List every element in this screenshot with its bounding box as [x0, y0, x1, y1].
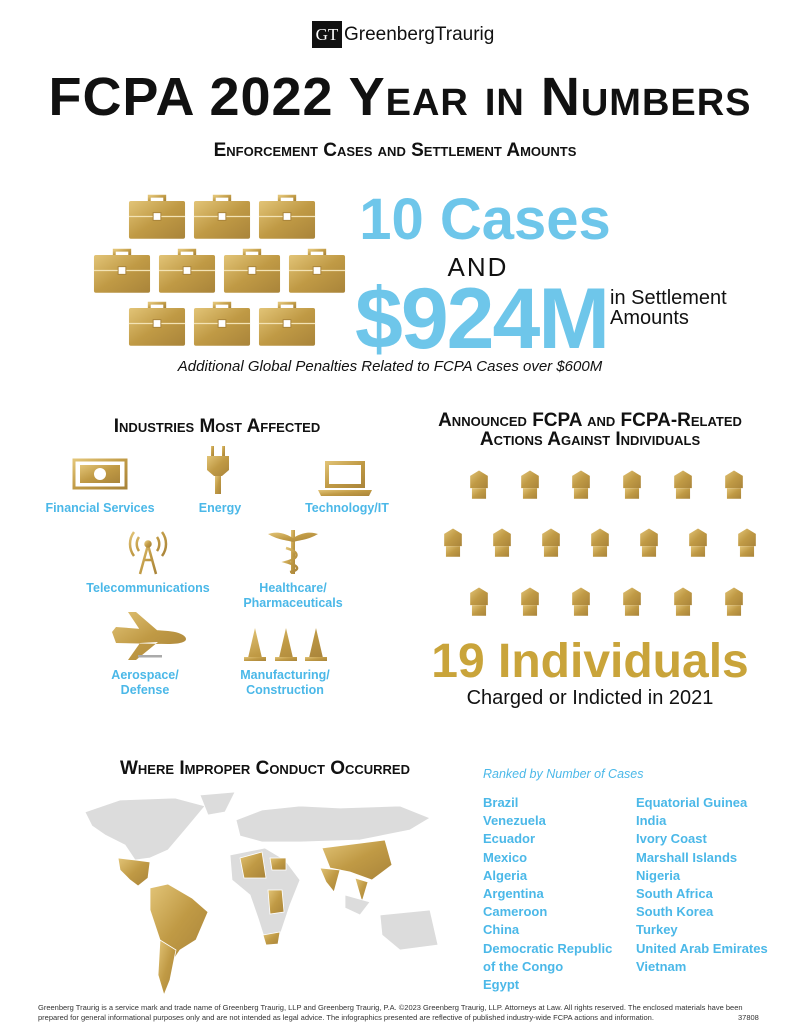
logo-box — [312, 21, 342, 48]
settlement-amount: $924M — [355, 271, 610, 367]
jail-icon — [464, 581, 494, 617]
country: India — [636, 813, 667, 829]
world-map — [84, 791, 439, 997]
logo-mark: GT — [315, 25, 339, 44]
jail-icon — [719, 581, 749, 617]
jail-icon — [515, 464, 545, 500]
section-heading: Where Improper Conduct Occurred — [119, 758, 410, 779]
logo-text: GreenbergTraurig — [344, 24, 495, 45]
jail-icon — [668, 464, 698, 500]
section-heading: Enforcement Cases and Settlement Amounts — [213, 140, 577, 161]
jail-icon — [732, 522, 762, 558]
briefcase — [223, 248, 281, 294]
money-icon — [72, 458, 128, 490]
individuals-count: 19 Individuals — [431, 635, 749, 688]
penalties-note: Additional Global Penalties Related to F… — [177, 358, 603, 375]
amount-note: in Settlement Amounts — [610, 287, 727, 329]
jail-icon — [566, 464, 596, 500]
industry-label: Manufacturing/ Construction — [240, 668, 330, 697]
country: Mexico — [483, 849, 528, 865]
country: Argentina — [483, 886, 544, 902]
country: Vietnam — [636, 958, 687, 974]
briefcase — [258, 301, 316, 347]
briefcase — [193, 194, 251, 240]
jail-icon — [719, 464, 749, 500]
briefcase — [158, 248, 216, 294]
jail-icon — [617, 464, 647, 500]
country: Democratic Republic of the Congo — [483, 940, 613, 974]
footer-disclaimer: Greenberg Traurig is a service mark and … — [38, 1003, 743, 1022]
page-title: FCPA 2022 Year in Numbers — [48, 67, 752, 127]
briefcase — [128, 301, 186, 347]
cases-count: 10 Cases — [359, 187, 611, 252]
briefcase — [93, 248, 151, 294]
industry-label: Healthcare/ Pharmaceuticals — [243, 581, 343, 610]
country: Egypt — [483, 977, 520, 993]
country: Cameroon — [483, 904, 548, 920]
industry-label: Telecommunications — [86, 581, 210, 595]
jail-icon — [515, 581, 545, 617]
jail-icon — [438, 522, 468, 558]
country: United Arab Emirates — [636, 940, 768, 956]
tower-icon — [128, 531, 168, 575]
briefcases — [93, 194, 346, 347]
industry-label: Financial Services — [45, 501, 155, 515]
industry-icons — [72, 446, 372, 661]
country: Ivory Coast — [636, 831, 707, 847]
country: South Africa — [636, 886, 713, 902]
country: Brazil — [483, 795, 519, 810]
country-column: Equatorial Guinea India Ivory Coast Marshal… — [636, 794, 786, 976]
briefcase — [258, 194, 316, 240]
jail-icon — [566, 581, 596, 617]
footer-code: 37808 — [738, 1013, 759, 1022]
cones-icon — [244, 628, 327, 661]
jail-icon — [683, 522, 713, 558]
caduceus-icon — [268, 530, 318, 574]
briefcase — [193, 301, 251, 347]
industry-label: Technology/IT — [305, 501, 389, 515]
country: Algeria — [483, 867, 528, 883]
country: China — [483, 922, 520, 938]
ranking-note: Ranked by Number of Cases — [483, 767, 644, 781]
jail-icon — [487, 522, 517, 558]
jail-icon — [536, 522, 566, 558]
jail-icon — [585, 522, 615, 558]
country-column: Brazil Venezuela Ecuador Mexico Algeria Argen… — [483, 794, 623, 994]
section-heading: Industries Most Affected — [113, 416, 321, 437]
country: Venezuela — [483, 813, 546, 829]
jail-icon — [617, 581, 647, 617]
jail-icon — [464, 464, 494, 500]
conjunction: AND — [447, 252, 509, 282]
jail-icons — [438, 464, 762, 617]
plane-icon — [112, 612, 186, 660]
country: Equatorial Guinea — [636, 795, 748, 810]
jail-icon — [634, 522, 664, 558]
industry-label: Energy — [198, 501, 242, 515]
country: Nigeria — [636, 867, 681, 883]
section-heading: Announced FCPA and FCPA-Related Actions … — [438, 410, 742, 450]
briefcase — [128, 194, 186, 240]
individuals-caption: Charged or Indicted in 2021 — [466, 687, 714, 709]
industry-label: Aerospace/ Defense — [111, 668, 179, 697]
jail-icon — [668, 581, 698, 617]
country: Ecuador — [483, 831, 536, 847]
country: Marshall Islands — [636, 849, 738, 865]
country: Turkey — [636, 922, 678, 938]
country: South Korea — [636, 904, 714, 920]
plug-icon — [207, 446, 229, 494]
briefcase — [288, 248, 346, 294]
laptop-icon — [318, 461, 372, 496]
